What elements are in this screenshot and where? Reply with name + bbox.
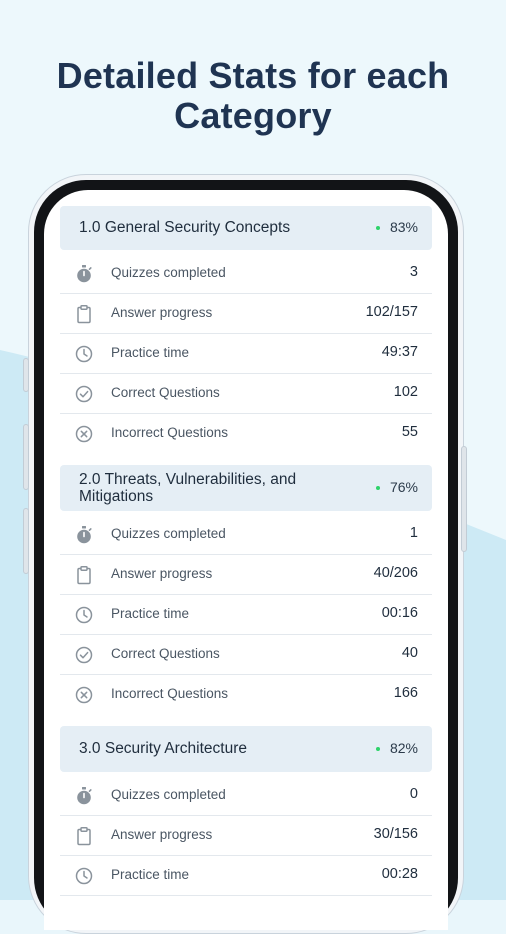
stat-row-quizzes: Quizzes completed 1 <box>60 515 432 555</box>
stat-label: Correct Questions <box>111 646 220 661</box>
volume-button-middle <box>23 424 29 490</box>
stat-value: 49:37 <box>381 344 418 360</box>
stat-row-quizzes: Quizzes completed 3 <box>60 254 432 294</box>
clock-icon <box>75 606 93 624</box>
volume-button-top <box>23 358 29 392</box>
headline-line-2: Category <box>174 95 332 136</box>
category-header-1[interactable]: 1.0 General Security Concepts 83% <box>60 206 432 250</box>
stat-value: 00:28 <box>381 866 418 882</box>
stat-value: 0 <box>409 786 418 802</box>
category-percent: 82% <box>389 740 418 756</box>
status-dot-icon <box>376 226 380 230</box>
volume-button-bottom <box>23 508 29 574</box>
category-percent: 83% <box>389 219 418 235</box>
stat-value: 40 <box>401 645 418 661</box>
stopwatch-icon <box>77 787 92 805</box>
clipboard-icon <box>77 566 91 585</box>
x-circle-icon <box>75 686 93 704</box>
stat-label: Practice time <box>111 867 190 882</box>
headline-line-1: Detailed Stats for each <box>56 55 450 96</box>
stat-label: Answer progress <box>111 305 213 320</box>
stat-row-practice-time: Practice time 49:37 <box>60 334 432 374</box>
category-title: 3.0 Security Architecture <box>79 740 247 757</box>
stat-label: Incorrect Questions <box>111 686 229 701</box>
stat-row-quizzes: Quizzes completed 0 <box>60 776 432 816</box>
stat-row-correct: Correct Questions 40 <box>60 635 432 675</box>
stat-row-answer-progress: Answer progress 40/206 <box>60 555 432 595</box>
stat-value: 00:16 <box>381 605 418 621</box>
stat-value: 55 <box>401 424 418 440</box>
category-header-2[interactable]: 2.0 Threats, Vulnerabilities, and Mitiga… <box>60 465 432 511</box>
stat-label: Answer progress <box>111 827 213 842</box>
clipboard-icon <box>77 305 91 324</box>
stat-value: 102/157 <box>365 304 418 320</box>
stopwatch-icon <box>77 526 92 544</box>
check-circle-icon <box>75 385 93 403</box>
stat-row-answer-progress: Answer progress 102/157 <box>60 294 432 334</box>
app-screen: 1.0 General Security Concepts 83% Quizze… <box>44 190 448 930</box>
stat-label: Answer progress <box>111 566 213 581</box>
stat-label: Practice time <box>111 606 190 621</box>
check-circle-icon <box>75 646 93 664</box>
stopwatch-icon <box>77 265 92 283</box>
clipboard-icon <box>77 827 91 846</box>
stat-label: Quizzes completed <box>111 526 226 541</box>
category-title: 2.0 Threats, Vulnerabilities, and Mitiga… <box>79 471 297 505</box>
category-header-3[interactable]: 3.0 Security Architecture 82% <box>60 726 432 772</box>
power-button <box>461 446 467 552</box>
stat-value: 30/156 <box>373 826 418 842</box>
stat-value: 166 <box>393 685 418 701</box>
stat-value: 102 <box>393 384 418 400</box>
stat-row-practice-time: Practice time 00:28 <box>60 856 432 896</box>
status-dot-icon <box>376 486 380 490</box>
stat-label: Quizzes completed <box>111 265 226 280</box>
stat-row-practice-time: Practice time 00:16 <box>60 595 432 635</box>
stat-row-answer-progress: Answer progress 30/156 <box>60 816 432 856</box>
category-percent: 76% <box>389 479 418 495</box>
category-title: 1.0 General Security Concepts <box>79 219 291 236</box>
stat-row-correct: Correct Questions 102 <box>60 374 432 414</box>
clock-icon <box>75 345 93 363</box>
stat-row-incorrect: Incorrect Questions 55 <box>60 414 432 454</box>
stat-label: Practice time <box>111 345 190 360</box>
stat-value: 1 <box>409 525 418 541</box>
stat-label: Incorrect Questions <box>111 425 229 440</box>
clock-icon <box>75 867 93 885</box>
stat-value: 3 <box>409 264 418 280</box>
stat-value: 40/206 <box>373 565 418 581</box>
status-dot-icon <box>376 747 380 751</box>
stat-label: Quizzes completed <box>111 787 226 802</box>
x-circle-icon <box>75 425 93 443</box>
page-headline: Detailed Stats for each Category <box>0 56 506 136</box>
stat-label: Correct Questions <box>111 385 220 400</box>
stat-row-incorrect: Incorrect Questions 166 <box>60 675 432 715</box>
